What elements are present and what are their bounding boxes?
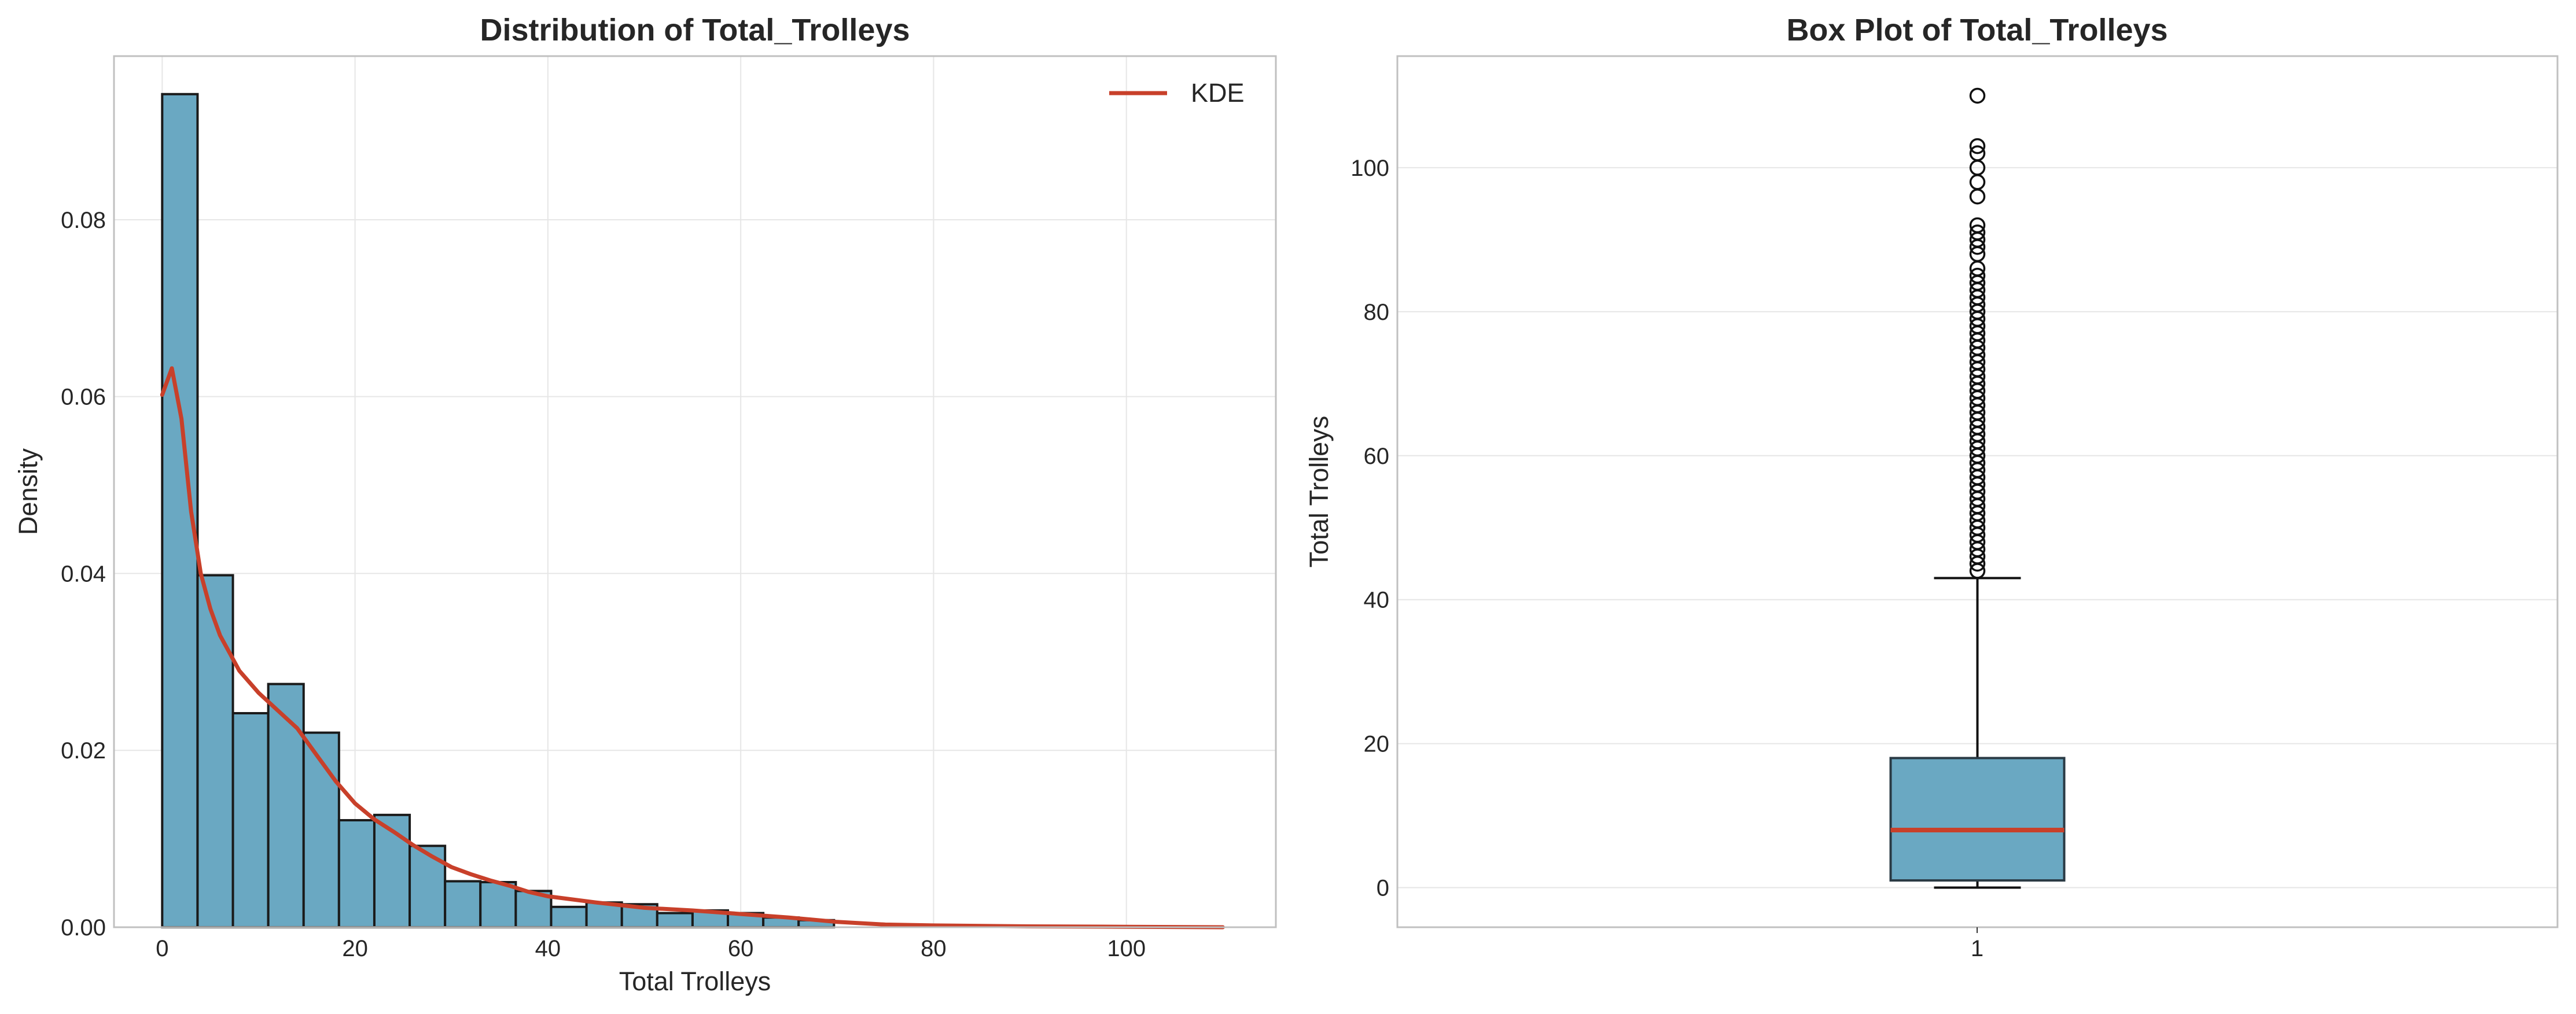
boxplot-outlier-point <box>1969 87 1986 104</box>
histogram-y-tick-label: 0.04 <box>61 561 106 587</box>
histogram-bar <box>550 905 588 928</box>
histogram-spines <box>113 55 1277 928</box>
boxplot-box <box>1889 757 2066 882</box>
histogram-x-tick-label: 100 <box>1107 936 1146 961</box>
boxplot-panel: 0 20 40 60 80 100 1 Box Plot of Total_Trolley… <box>1304 13 2559 961</box>
histogram-bar <box>656 912 694 929</box>
boxplot-outlier-point <box>1969 217 1986 234</box>
boxplot-y-tick-label: 60 <box>1364 444 1390 469</box>
boxplot-y-tick-label: 80 <box>1364 300 1390 325</box>
histogram-bar <box>337 818 376 929</box>
boxplot-outlier-point <box>1969 138 1986 154</box>
histogram-y-tick-label: 0.08 <box>61 208 106 233</box>
boxplot-y-tick-label: 100 <box>1350 156 1389 181</box>
boxplot-outlier-point <box>1969 224 1986 241</box>
histogram-panel: 0 20 40 60 80 100 0.00 0.02 0.04 0.06 0.08 Distri… <box>13 13 1277 996</box>
histogram-y-tick-label: 0.00 <box>61 915 106 941</box>
boxplot-title: Box Plot of Total_Trolleys <box>1786 13 2167 47</box>
histogram-bar <box>479 881 517 929</box>
histogram-y-axis-label: Density <box>13 448 43 535</box>
histogram-x-tick-label: 20 <box>342 936 368 961</box>
boxplot-outliers <box>1969 87 1986 579</box>
boxplot-y-tick-label: 0 <box>1377 876 1389 901</box>
boxplot-outlier-point <box>1969 145 1986 161</box>
histogram-x-tick-label: 40 <box>535 936 561 961</box>
histogram-y-tick-label: 0.02 <box>61 738 106 764</box>
histogram-bar <box>231 711 270 928</box>
histogram-bar <box>409 845 447 928</box>
boxplot-y-tick-label: 40 <box>1364 588 1390 613</box>
histogram-x-axis-label: Total Trolleys <box>619 967 771 996</box>
boxplot-y-tick-label: 20 <box>1364 732 1390 757</box>
histogram-y-ticks: 0.00 0.02 0.04 0.06 0.08 <box>61 208 106 941</box>
boxplot-y-axis-label: Total Trolleys <box>1304 416 1334 568</box>
histogram-x-tick-label: 80 <box>921 936 947 961</box>
boxplot-outlier-point <box>1969 267 1986 284</box>
histogram-legend: KDE <box>1109 78 1245 108</box>
boxplot-x-tick-label: 1 <box>1971 936 1983 961</box>
boxplot-body <box>1889 577 2066 889</box>
legend-kde-label: KDE <box>1191 78 1245 108</box>
histogram-bar <box>373 813 411 929</box>
boxplot-y-ticks: 0 20 40 60 80 100 <box>1350 156 1389 901</box>
histogram-title: Distribution of Total_Trolleys <box>480 13 910 47</box>
histogram-x-ticks: 0 20 40 60 80 100 <box>156 936 1146 961</box>
histogram-y-tick-label: 0.06 <box>61 385 106 410</box>
histogram-x-tick-label: 0 <box>156 936 168 961</box>
histogram-bar <box>444 880 482 929</box>
histogram-x-tick-label: 60 <box>728 936 754 961</box>
kde-line <box>160 366 1225 930</box>
